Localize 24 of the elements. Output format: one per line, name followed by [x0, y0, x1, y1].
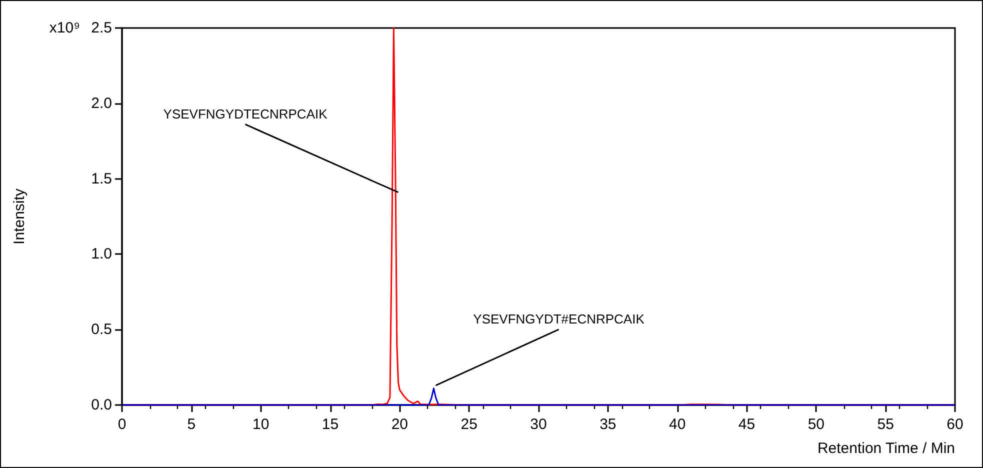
x-tick-label: 60	[946, 416, 964, 433]
y-tick-label: 2.0	[91, 94, 112, 112]
y-tick-label: 1.0	[91, 246, 112, 263]
annotation: YSEVFNGYDTECNRPCAIK	[163, 106, 328, 122]
x-tick-label: 45	[738, 416, 756, 433]
x-tick-label: 25	[460, 416, 478, 433]
y-tick-label: 1.5	[91, 170, 112, 188]
x-axis-title: Retention Time / Min	[817, 440, 955, 457]
x-tick-label: 15	[322, 416, 339, 433]
x-tick-label: 40	[668, 416, 686, 433]
y-tick-label: 2.5	[91, 20, 112, 36]
text: x10⁹	[49, 20, 80, 36]
x-tick-label: 10	[252, 416, 270, 433]
x-tick-label: 20	[391, 416, 408, 433]
x-tick-label: 30	[530, 416, 547, 433]
y-tick-label: 0.0	[91, 396, 112, 414]
y-tick-label: 0.5	[91, 321, 112, 338]
y-axis-title: Intensity	[11, 188, 28, 244]
x-tick-label: 0	[118, 416, 126, 433]
x-tick-label: 55	[877, 416, 894, 433]
annotation: YSEVFNGYDT#ECNRPCAIK	[473, 311, 645, 326]
x-tick-label: 5	[187, 416, 196, 433]
x-tick-label: 50	[808, 416, 825, 433]
x-tick-label: 35	[600, 416, 616, 433]
